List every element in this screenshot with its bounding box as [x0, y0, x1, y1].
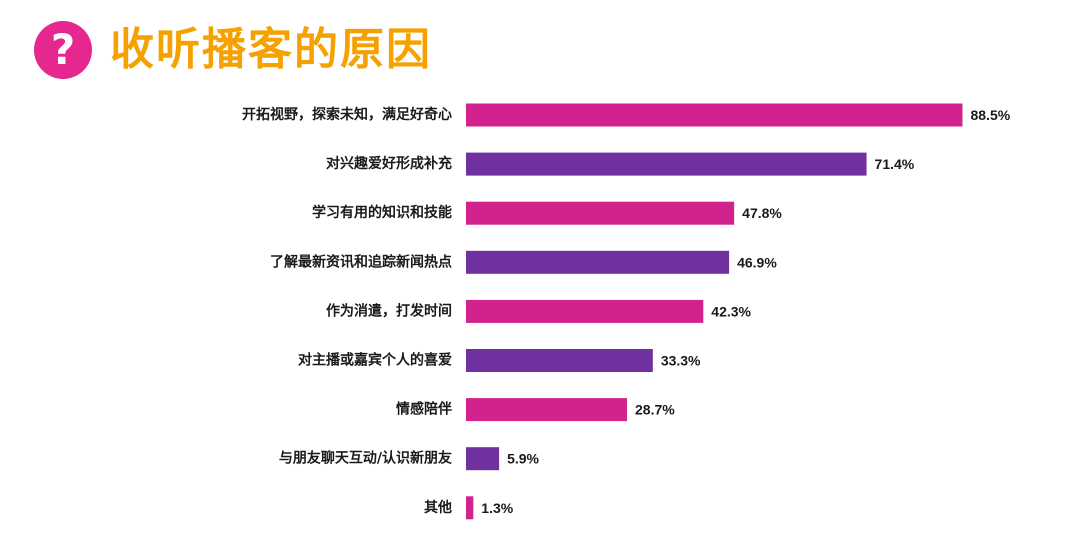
value-label: 42.3% — [711, 303, 751, 319]
category-label: 学习有用的知识和技能 — [312, 204, 452, 221]
value-label: 47.8% — [742, 205, 782, 221]
bar — [466, 447, 500, 471]
category-label: 其他 — [424, 499, 452, 516]
value-label: 5.9% — [507, 451, 539, 467]
category-label: 情感陪伴 — [396, 401, 452, 418]
category-label: 与朋友聊天互动/认识新朋友 — [279, 450, 452, 467]
bar — [466, 152, 867, 176]
value-label: 28.7% — [635, 402, 675, 418]
bar — [466, 250, 730, 274]
category-label: 对主播或嘉宾个人的喜爱 — [298, 352, 452, 369]
value-label: 46.9% — [737, 254, 777, 270]
value-label: 71.4% — [875, 156, 915, 172]
bar — [466, 201, 735, 225]
bar — [466, 398, 628, 422]
value-label: 1.3% — [481, 500, 513, 516]
bar — [466, 103, 963, 127]
question-mark-icon: ? — [34, 21, 92, 79]
bar — [466, 349, 653, 372]
header: ? 收听播客的原因 — [34, 18, 432, 82]
category-label: 了解最新资讯和追踪新闻热点 — [270, 253, 452, 270]
page-title: 收听播客的原因 — [110, 24, 432, 75]
category-label: 作为消遣，打发时间 — [326, 302, 452, 319]
bar — [466, 299, 704, 323]
category-label: 开拓视野，探索未知，满足好奇心 — [242, 106, 452, 123]
value-label: 33.3% — [661, 353, 701, 369]
category-label: 对兴趣爱好形成补充 — [326, 155, 452, 172]
bar — [466, 496, 474, 520]
value-label: 88.5% — [970, 107, 1010, 123]
